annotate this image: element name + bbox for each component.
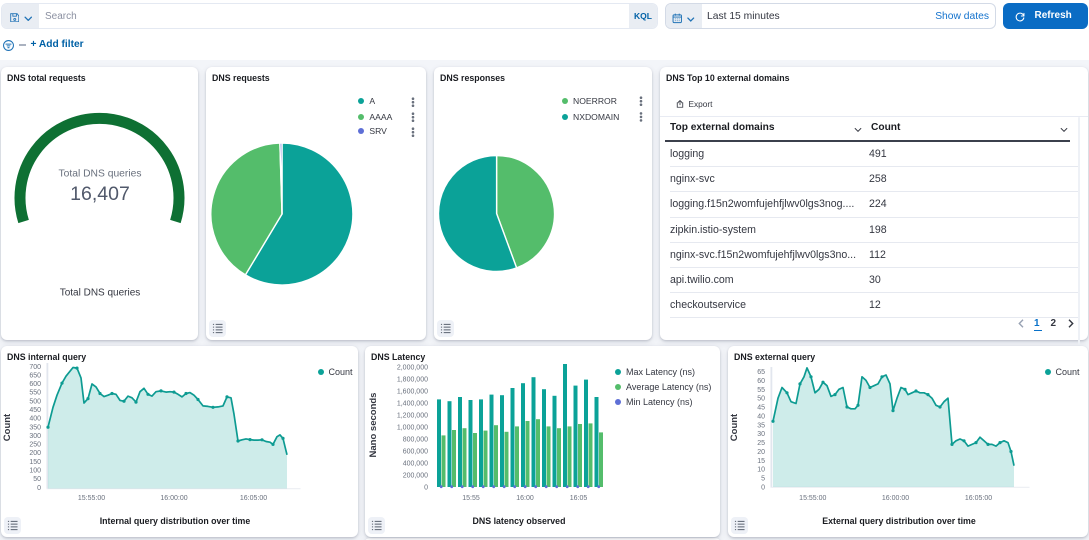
- svg-text:450: 450: [29, 407, 41, 414]
- svg-text:60: 60: [757, 378, 765, 385]
- svg-text:700: 700: [29, 364, 41, 371]
- svg-text:16:05: 16:05: [570, 495, 588, 502]
- svg-text:15:55:00: 15:55:00: [78, 495, 105, 502]
- svg-text:15: 15: [757, 458, 765, 465]
- svg-text:50: 50: [33, 476, 41, 483]
- svg-text:65: 65: [757, 369, 765, 376]
- svg-text:10: 10: [757, 467, 765, 474]
- svg-text:550: 550: [29, 390, 41, 397]
- svg-text:300: 300: [29, 433, 41, 440]
- svg-text:25: 25: [757, 440, 765, 447]
- svg-text:Nano seconds: Nano seconds: [368, 393, 379, 458]
- svg-text:150: 150: [29, 459, 41, 466]
- svg-text:15:55: 15:55: [462, 495, 480, 502]
- svg-text:40: 40: [757, 413, 765, 420]
- svg-text:400,000: 400,000: [403, 461, 428, 468]
- svg-text:0: 0: [761, 485, 765, 492]
- svg-text:800,000: 800,000: [403, 437, 428, 444]
- svg-text:600,000: 600,000: [403, 449, 428, 456]
- svg-text:Count: Count: [729, 413, 740, 441]
- svg-text:0: 0: [37, 485, 41, 492]
- svg-text:200,000: 200,000: [403, 473, 428, 480]
- svg-text:55: 55: [757, 387, 765, 394]
- svg-text:16,407: 16,407: [70, 183, 130, 205]
- svg-text:250: 250: [29, 442, 41, 449]
- svg-text:45: 45: [757, 405, 765, 412]
- svg-text:0: 0: [424, 485, 428, 492]
- svg-text:35: 35: [757, 422, 765, 429]
- svg-text:1,200,000: 1,200,000: [397, 413, 428, 420]
- svg-text:16:05:00: 16:05:00: [240, 495, 267, 502]
- svg-text:Total DNS queries: Total DNS queries: [59, 169, 142, 180]
- svg-text:600: 600: [29, 381, 41, 388]
- svg-text:1,600,000: 1,600,000: [397, 389, 428, 396]
- svg-text:15:55:00: 15:55:00: [799, 495, 826, 502]
- svg-text:20: 20: [757, 449, 765, 456]
- svg-text:400: 400: [29, 416, 41, 423]
- svg-text:350: 350: [29, 424, 41, 431]
- svg-text:500: 500: [29, 398, 41, 405]
- svg-text:16:05:00: 16:05:00: [965, 495, 992, 502]
- svg-text:2,000,000: 2,000,000: [397, 365, 428, 372]
- svg-text:16:00:00: 16:00:00: [882, 495, 909, 502]
- svg-text:200: 200: [29, 450, 41, 457]
- svg-text:650: 650: [29, 372, 41, 379]
- svg-text:1,800,000: 1,800,000: [397, 377, 428, 384]
- svg-text:1,000,000: 1,000,000: [397, 425, 428, 432]
- svg-text:16:00:00: 16:00:00: [160, 495, 187, 502]
- svg-text:Count: Count: [2, 413, 13, 441]
- svg-text:16:00: 16:00: [516, 495, 534, 502]
- svg-text:1,400,000: 1,400,000: [397, 401, 428, 408]
- svg-text:5: 5: [761, 476, 765, 483]
- svg-text:Total DNS queries: Total DNS queries: [60, 288, 141, 299]
- svg-text:30: 30: [757, 431, 765, 438]
- svg-text:100: 100: [29, 468, 41, 475]
- svg-text:50: 50: [757, 396, 765, 403]
